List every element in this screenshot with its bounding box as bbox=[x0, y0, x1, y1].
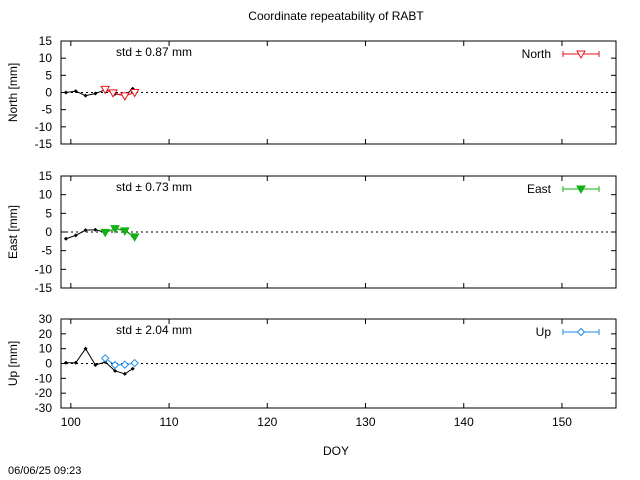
east-y-tick-label: -5 bbox=[41, 244, 52, 258]
timestamp: 06/06/25 09:23 bbox=[8, 465, 81, 477]
east-data-point bbox=[129, 233, 140, 242]
north-y-tick-label: 0 bbox=[45, 86, 52, 100]
up-reference-point bbox=[93, 362, 98, 367]
east-y-tick-label: 0 bbox=[45, 225, 52, 239]
up-y-tick-label: 30 bbox=[39, 312, 53, 326]
x-tick-label: 110 bbox=[159, 415, 178, 429]
chart-title: Coordinate repeatability of RABT bbox=[248, 9, 424, 23]
east-y-tick-label: -15 bbox=[35, 281, 53, 295]
east-y-tick-label: 15 bbox=[39, 169, 53, 183]
north-y-tick-label: -10 bbox=[35, 120, 53, 134]
panels-group: 15 10 5 0 -5 -10 -15 North [mm] std ± 0.87 mm Nor… bbox=[6, 34, 617, 429]
east-std-annotation: std ± 0.73 mm bbox=[116, 180, 192, 194]
x-tick-label: 140 bbox=[454, 415, 474, 429]
north-legend-marker bbox=[576, 50, 586, 60]
up-reference-point bbox=[73, 360, 78, 365]
up-y-axis-label: Up [mm] bbox=[6, 341, 20, 386]
up-reference-point bbox=[63, 360, 68, 365]
north-data-point bbox=[108, 89, 118, 98]
up-y-tick-label: -10 bbox=[35, 371, 53, 385]
east-legend-label: East bbox=[527, 182, 552, 196]
north-y-tick-label: 5 bbox=[45, 68, 52, 82]
north-std-annotation: std ± 0.87 mm bbox=[116, 45, 192, 59]
x-tick-label: 100 bbox=[61, 415, 81, 429]
east-y-tick-label: 10 bbox=[39, 188, 53, 202]
north-y-axis-label: North [mm] bbox=[6, 63, 20, 122]
up-reference-point bbox=[122, 371, 127, 376]
north-series-line bbox=[105, 88, 135, 97]
north-reference-point bbox=[93, 91, 98, 96]
east-reference-point bbox=[63, 236, 68, 241]
up-y-tick-label: -20 bbox=[35, 386, 53, 400]
north-data-point bbox=[119, 92, 130, 101]
up-reference-point bbox=[130, 366, 135, 371]
north-y-tick-label: -5 bbox=[41, 103, 52, 117]
east-reference-point bbox=[83, 228, 88, 233]
up-data-point bbox=[110, 360, 120, 370]
north-y-tick-label: 15 bbox=[39, 34, 53, 48]
up-reference-point bbox=[113, 368, 118, 373]
x-tick-label: 150 bbox=[552, 415, 572, 429]
east-y-tick-label: 5 bbox=[45, 206, 52, 220]
up-series-line bbox=[104, 357, 135, 366]
east-reference-point bbox=[93, 227, 98, 232]
up-y-tick-label: 10 bbox=[39, 342, 53, 356]
up-y-tick-label: 20 bbox=[39, 327, 53, 341]
up-y-tick-label: -30 bbox=[35, 401, 53, 415]
east-y-tick-label: -10 bbox=[35, 262, 53, 276]
north-reference-point bbox=[83, 93, 88, 98]
east-series-line bbox=[105, 228, 135, 238]
up-legend-label: Up bbox=[536, 325, 552, 339]
east-y-axis-label: East [mm] bbox=[6, 205, 20, 259]
x-axis-label: DOY bbox=[323, 444, 349, 458]
up-data-point bbox=[130, 358, 139, 368]
up-legend-marker bbox=[576, 327, 586, 337]
north-data-point bbox=[100, 85, 111, 95]
north-data-point bbox=[129, 89, 140, 98]
east-reference-point bbox=[73, 233, 78, 238]
east-data-point bbox=[110, 225, 120, 234]
up-reference-point bbox=[83, 346, 88, 351]
x-tick-label: 130 bbox=[355, 415, 375, 429]
north-y-tick-label: 10 bbox=[39, 51, 53, 65]
east-legend-marker bbox=[576, 185, 586, 195]
east-data-point bbox=[119, 227, 130, 236]
north-reference-point bbox=[73, 89, 78, 94]
up-y-tick-label: 0 bbox=[45, 357, 52, 371]
up-data-point bbox=[100, 354, 110, 363]
up-std-annotation: std ± 2.04 mm bbox=[116, 323, 192, 337]
up-data-point bbox=[120, 360, 130, 369]
up-reference-line bbox=[65, 347, 133, 375]
north-legend-label: North bbox=[522, 47, 551, 61]
north-y-tick-label: -15 bbox=[35, 137, 53, 151]
east-data-point bbox=[100, 228, 111, 238]
north-reference-point bbox=[63, 90, 68, 95]
x-tick-label: 120 bbox=[257, 415, 277, 429]
